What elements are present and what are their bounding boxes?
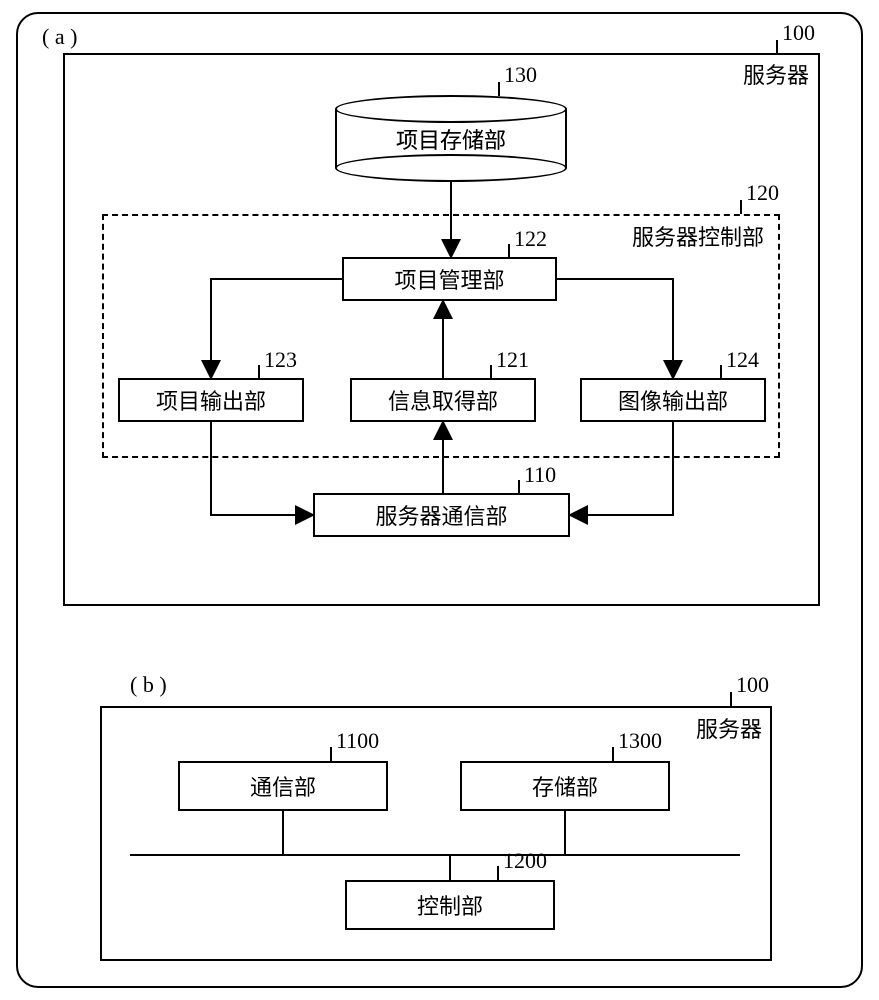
bus-b <box>0 0 879 1000</box>
diagram-canvas: ( a ) 100 服务器 项目存储部 . 项目存储部 130 120 服务器控… <box>0 0 879 1000</box>
